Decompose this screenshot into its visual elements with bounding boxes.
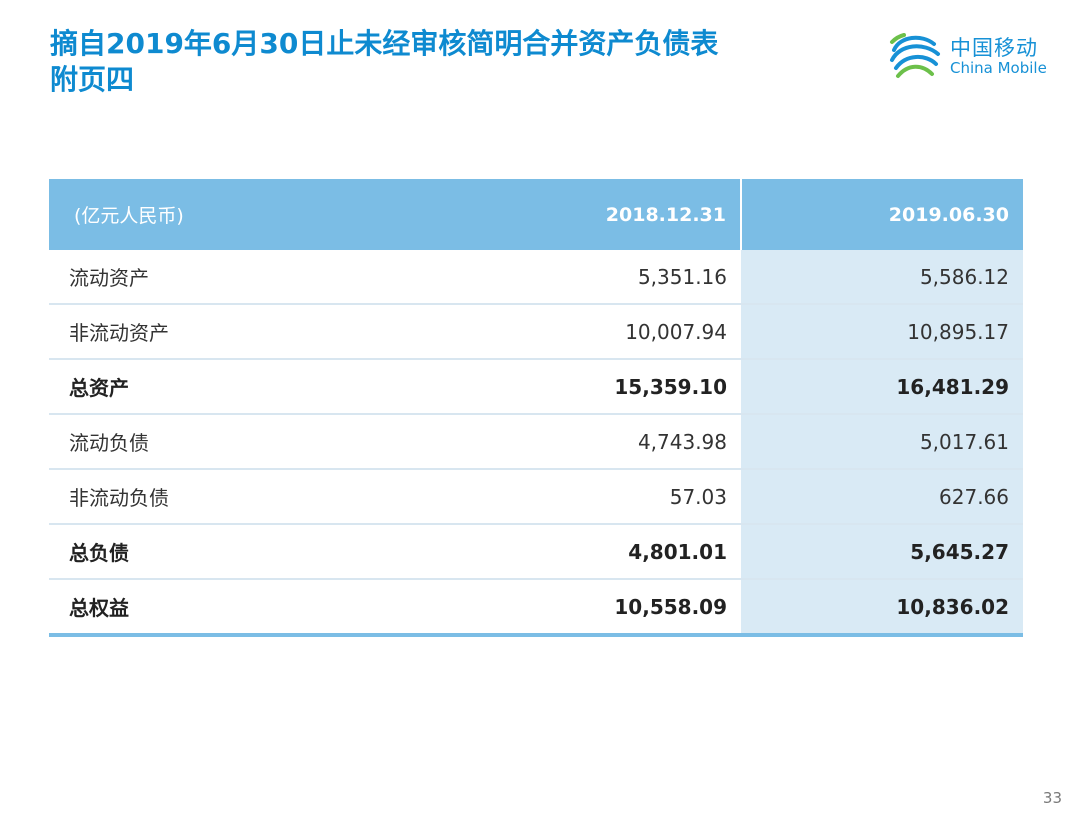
page-title-line-1: 摘自2019年6月30日止未经审核简明合并资产负债表: [50, 27, 719, 60]
value-2019: 16,481.29: [741, 359, 1023, 415]
row-label: 总权益: [49, 579, 413, 637]
value-2019: 5,645.27: [741, 524, 1023, 580]
logo-text-cn: 中国移动: [950, 36, 1038, 60]
table-row-non-current-assets: 非流动资产 10,007.94 10,895.17: [49, 304, 1023, 360]
unit-header: (亿元人民币): [49, 179, 413, 250]
table-row-total-equity: 总权益 10,558.09 10,836.02: [49, 579, 1023, 637]
value-2018: 10,007.94: [413, 304, 741, 360]
column-header-2019: 2019.06.30: [740, 179, 1023, 250]
row-label: 总负债: [49, 524, 413, 580]
table-row-current-liabilities: 流动负债 4,743.98 5,017.61: [49, 414, 1023, 470]
value-2019: 5,017.61: [741, 414, 1023, 470]
value-2018: 5,351.16: [413, 250, 741, 305]
table-header-row: (亿元人民币) 2018.12.31 2019.06.30: [49, 179, 1023, 250]
table-row-non-current-liabilities: 非流动负债 57.03 627.66: [49, 469, 1023, 525]
row-label: 流动负债: [49, 414, 413, 470]
value-2018: 57.03: [413, 469, 741, 525]
row-label: 总资产: [49, 359, 413, 415]
page-number: 33: [1042, 789, 1062, 807]
value-2019: 10,836.02: [741, 579, 1023, 637]
page-title-line-2: 附页四: [50, 63, 135, 96]
column-header-2018: 2018.12.31: [413, 179, 741, 250]
logo-text-en: China Mobile: [950, 59, 1047, 77]
value-2018: 15,359.10: [413, 359, 741, 415]
row-label: 流动资产: [49, 250, 413, 305]
table-row-total-liabilities: 总负债 4,801.01 5,645.27: [49, 524, 1023, 580]
china-mobile-logo-icon: [890, 33, 940, 78]
value-2019: 10,895.17: [741, 304, 1023, 360]
value-2018: 4,743.98: [413, 414, 741, 470]
balance-sheet-table: (亿元人民币) 2018.12.31 2019.06.30 流动资产 5,351…: [49, 179, 1023, 637]
value-2018: 4,801.01: [413, 524, 741, 580]
page-title: 摘自2019年6月30日止未经审核简明合并资产负债表 附页四: [50, 26, 718, 98]
table-row-current-assets: 流动资产 5,351.16 5,586.12: [49, 250, 1023, 305]
value-2018: 10,558.09: [413, 579, 741, 637]
value-2019: 627.66: [741, 469, 1023, 525]
table-row-total-assets: 总资产 15,359.10 16,481.29: [49, 359, 1023, 415]
row-label: 非流动负债: [49, 469, 413, 525]
value-2019: 5,586.12: [741, 250, 1023, 305]
china-mobile-logo: 中国移动 China Mobile: [888, 28, 1058, 84]
row-label: 非流动资产: [49, 304, 413, 360]
